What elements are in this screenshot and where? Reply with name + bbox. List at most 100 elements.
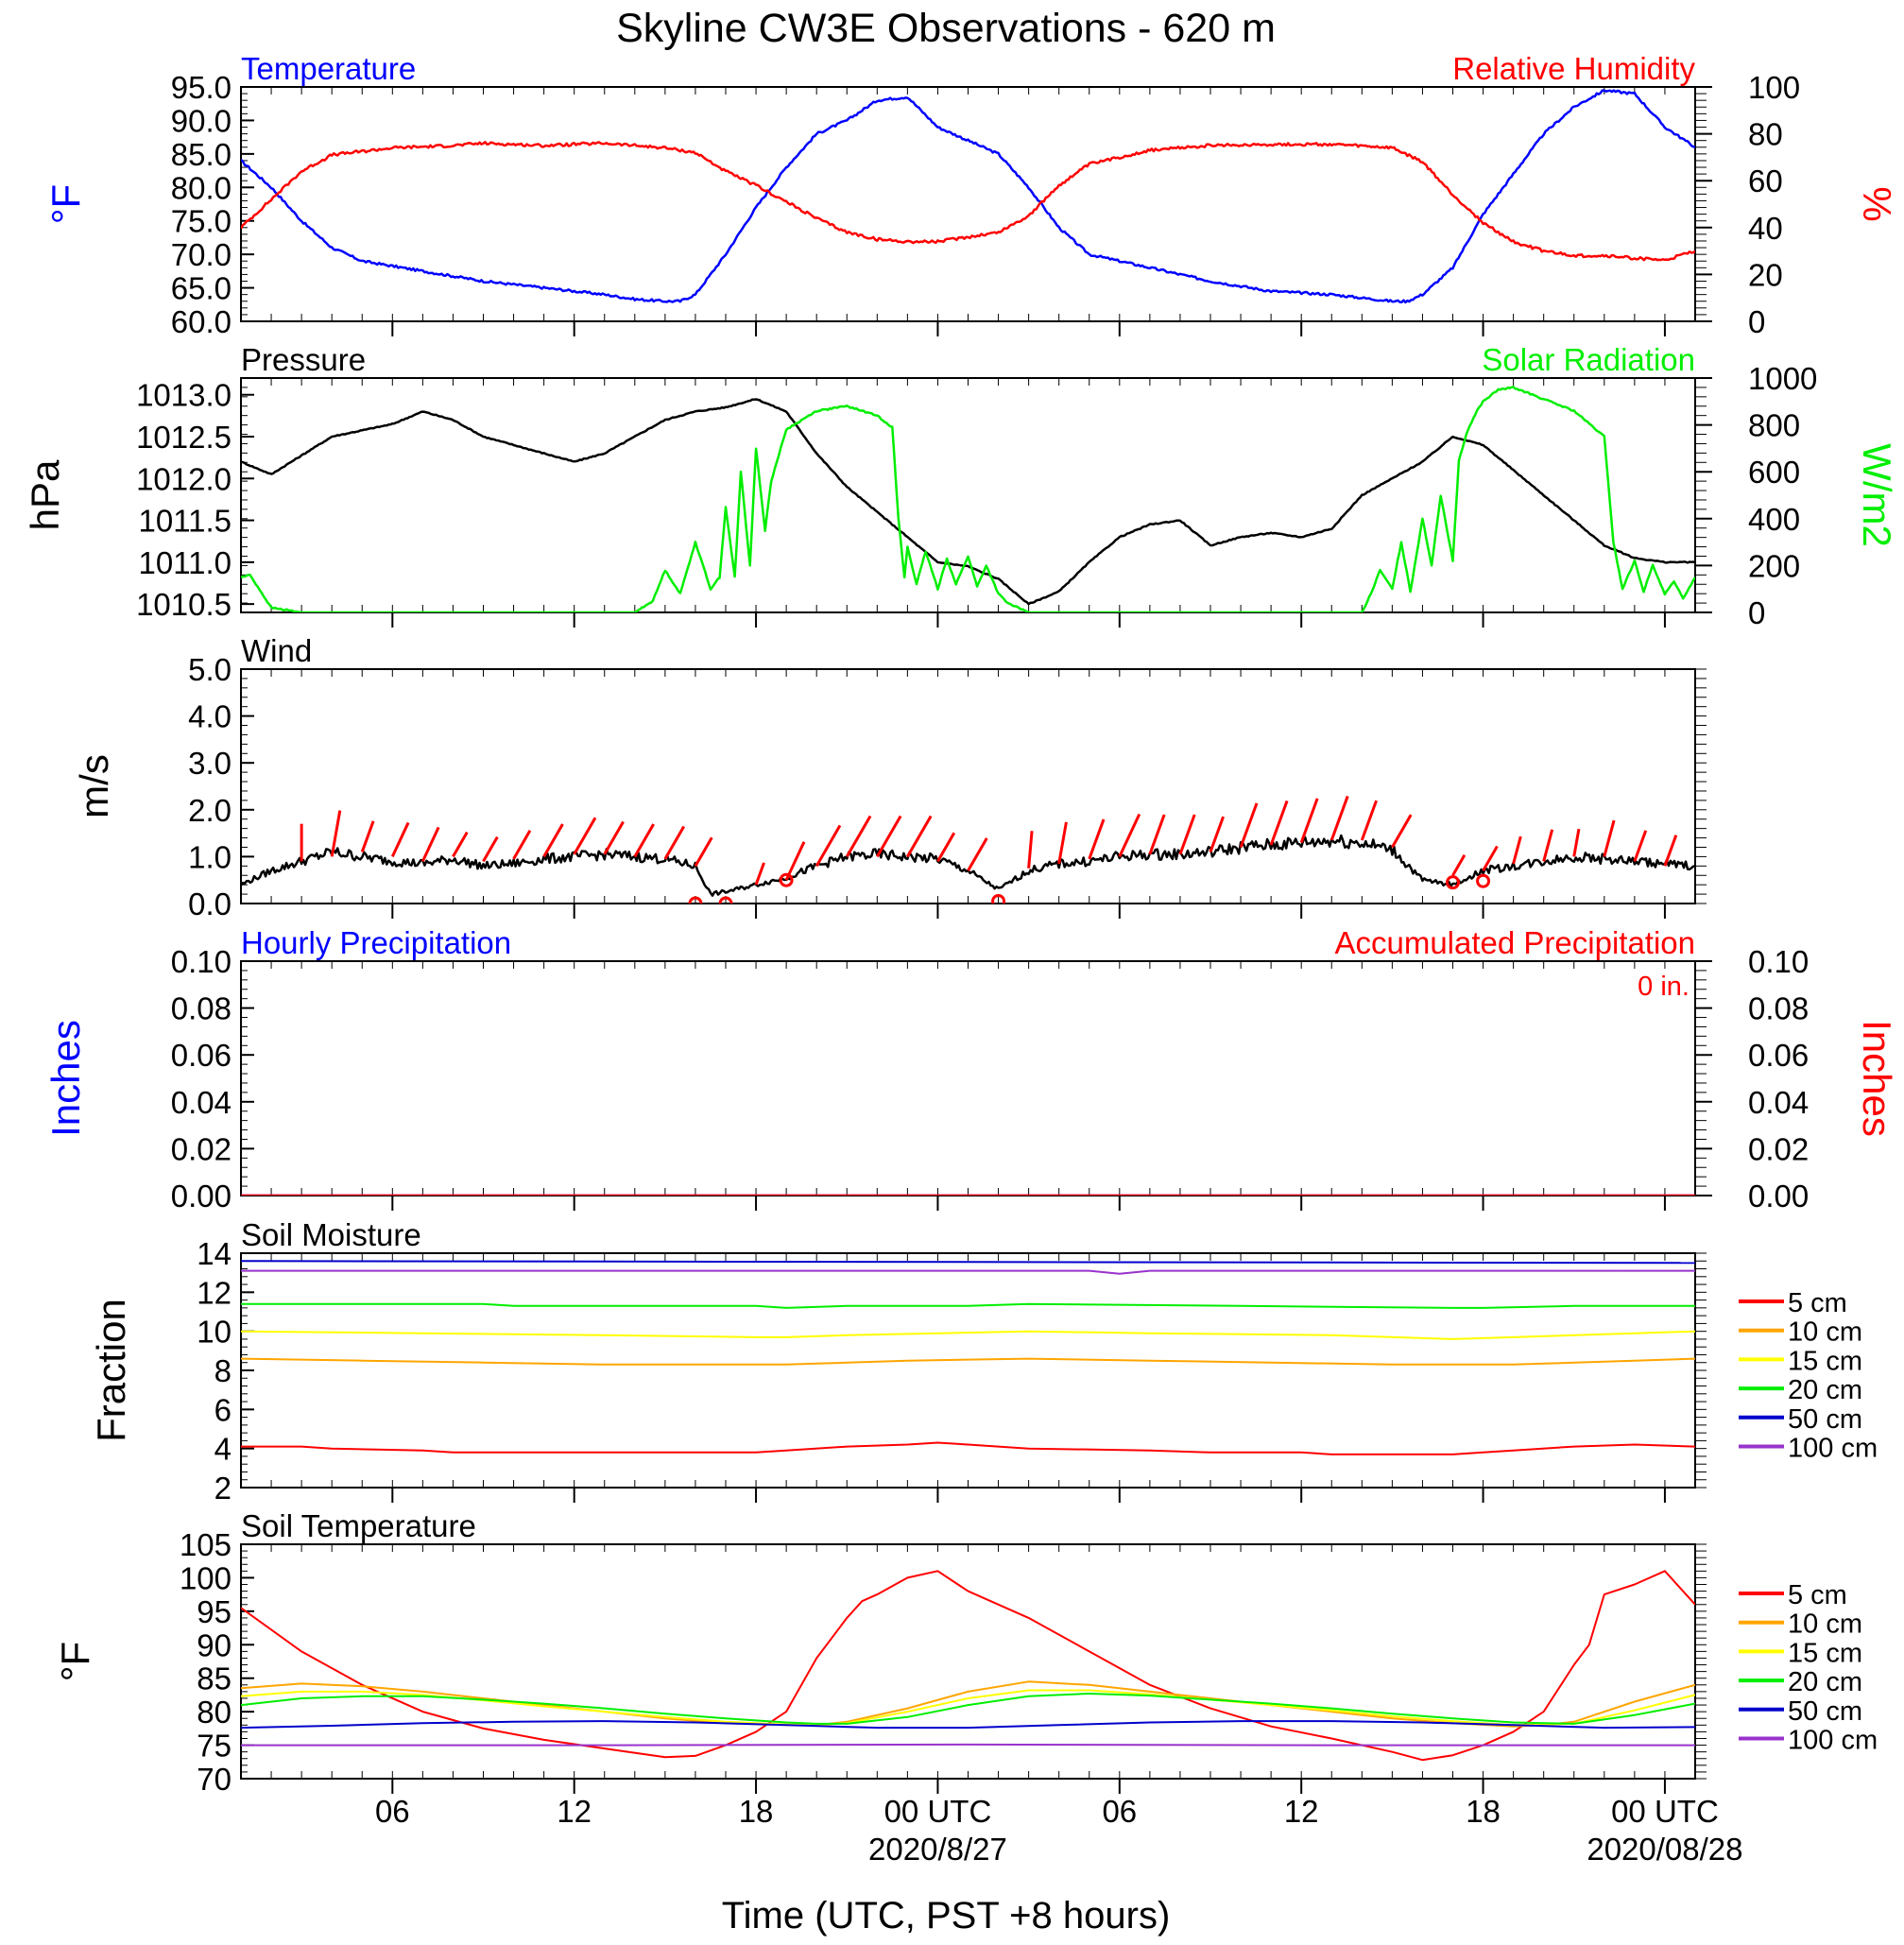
wind-barb — [1209, 816, 1225, 852]
series-line-100-cm — [241, 1743, 1695, 1747]
legend-label: 20 cm — [1788, 1667, 1862, 1697]
y2-tick-label: 0 — [1748, 595, 1765, 630]
y-tick-label: 14 — [197, 1236, 232, 1271]
wind-barb — [512, 830, 532, 860]
y2-tick-label: 1000 — [1748, 361, 1817, 396]
x-tick-label: 06 — [1102, 1794, 1137, 1829]
legend-label: 100 cm — [1788, 1434, 1878, 1464]
series-line-temperature — [241, 89, 1695, 304]
y-tick-label: 95.0 — [171, 70, 232, 105]
series-line-50-cm — [241, 1260, 1695, 1265]
series-line-20-cm — [241, 1693, 1695, 1725]
y-axis-label: hPa — [23, 459, 67, 530]
y-tick-label: 95 — [197, 1594, 232, 1629]
wind-barb — [542, 823, 564, 858]
calm-marker — [779, 872, 794, 887]
y-tick-label: 0.02 — [171, 1131, 232, 1166]
wind-barb — [1239, 802, 1259, 848]
y-tick-label: 5.0 — [188, 652, 232, 687]
precip-total-annotation: 0 in. — [1638, 972, 1690, 1002]
y2-tick-label: 400 — [1748, 502, 1800, 537]
series-group — [241, 795, 1695, 904]
panel-pressure-solar: Pressure Solar Radiation 1013.0 1012.5 1012.… — [23, 342, 1899, 630]
wind-barb — [1027, 831, 1034, 869]
series-line-50-cm — [241, 1720, 1695, 1730]
series-line-solar-radiation — [241, 386, 1695, 612]
x-axis-label: Time (UTC, PST +8 hours) — [722, 1895, 1171, 1936]
wind-barb — [390, 821, 410, 858]
x-tick-label: 18 — [739, 1794, 774, 1829]
x-tick-label: 06 — [375, 1794, 410, 1829]
wind-barb — [1512, 835, 1522, 865]
wind-barb — [754, 862, 765, 886]
y2-tick-label: 800 — [1748, 408, 1800, 443]
y-tick-label: 75 — [197, 1729, 232, 1764]
y-tick-label: 0.10 — [171, 944, 232, 979]
y2-tick-label: 0.02 — [1748, 1131, 1809, 1166]
y-tick-label: 70.0 — [171, 237, 232, 272]
wind-barb — [1088, 818, 1106, 860]
series-line-10-cm — [241, 1357, 1695, 1366]
x-tick-date: 2020/08/28 — [1587, 1832, 1742, 1867]
y-tick-label: 6 — [214, 1392, 232, 1427]
legend-label: 50 cm — [1788, 1696, 1862, 1727]
legend-label: 5 cm — [1788, 1288, 1847, 1318]
y2-tick-label: 80 — [1748, 117, 1783, 152]
wind-barb — [330, 810, 342, 857]
figure-title: Skyline CW3E Observations - 620 m — [616, 6, 1276, 51]
wind-barb — [815, 824, 842, 868]
panel-title-left: Soil Temperature — [241, 1508, 476, 1543]
y-tick-label: 0.04 — [171, 1085, 232, 1120]
y-axis-label: Inches — [43, 1020, 88, 1137]
y2-axis-label: % — [1855, 186, 1899, 221]
y-axis-label: °F — [43, 184, 88, 224]
panel-title-left: Soil Moisture — [241, 1217, 421, 1252]
y2-tick-label: 60 — [1748, 164, 1783, 198]
y-tick-label: 8 — [214, 1353, 232, 1388]
wind-barb — [1269, 800, 1289, 846]
wind-barb — [694, 836, 713, 868]
wind-barb — [1451, 854, 1467, 876]
wind-barb — [573, 817, 597, 855]
y2-tick-label: 40 — [1748, 211, 1783, 246]
wind-barb — [1633, 830, 1648, 862]
wind-barb — [1360, 800, 1378, 841]
y-tick-label: 4 — [214, 1432, 232, 1467]
x-tick-label: 00 UTC — [1611, 1794, 1719, 1829]
y-tick-label: 1010.5 — [136, 587, 232, 622]
panels: Temperature Relative Humidity95.090.085.0… — [23, 51, 1899, 1797]
y2-tick-label: 0.04 — [1748, 1085, 1809, 1120]
y-axis-label: m/s — [72, 754, 116, 818]
y-tick-label: 2.0 — [188, 793, 232, 828]
legend-label: 15 cm — [1788, 1346, 1862, 1376]
y-tick-label: 80 — [197, 1695, 232, 1730]
y-tick-label: 70 — [197, 1762, 232, 1797]
calm-marker — [718, 896, 733, 904]
y-tick-label: 1011.0 — [139, 545, 232, 580]
wind-barb — [906, 815, 933, 858]
y-tick-label: 12 — [197, 1275, 232, 1310]
y2-tick-label: 20 — [1748, 257, 1783, 292]
y-tick-label: 105 — [180, 1527, 232, 1562]
panel-title-left: Pressure — [241, 342, 366, 377]
wind-barb — [967, 837, 988, 872]
y2-tick-label: 0.00 — [1748, 1179, 1809, 1213]
wind-barb — [845, 815, 872, 858]
y-tick-label: 1012.5 — [136, 420, 232, 455]
series-group — [241, 386, 1695, 612]
legend-label: 50 cm — [1788, 1404, 1862, 1435]
legend-label: 10 cm — [1788, 1609, 1862, 1640]
panel-title-left: Temperature — [241, 51, 416, 86]
wind-barb — [482, 835, 499, 863]
wind-barb — [603, 820, 625, 855]
panel-title-right: Accumulated Precipitation — [1334, 925, 1695, 960]
series-line-20-cm — [241, 1302, 1695, 1309]
wind-barb — [1118, 813, 1141, 858]
legend-label: 10 cm — [1788, 1317, 1862, 1348]
legend-label: 20 cm — [1788, 1375, 1862, 1405]
calm-marker — [688, 896, 703, 904]
series-line-pressure — [241, 398, 1695, 606]
y-tick-label: 85 — [197, 1661, 232, 1696]
